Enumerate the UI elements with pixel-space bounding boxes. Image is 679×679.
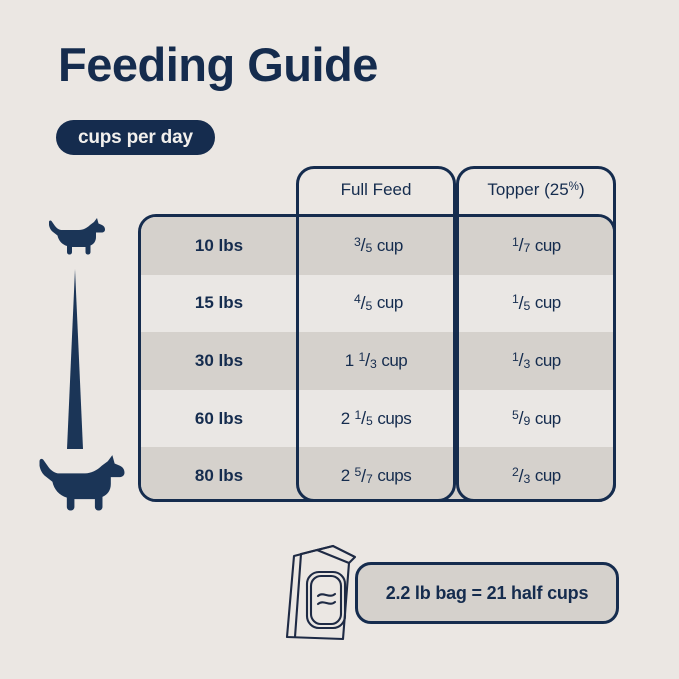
table-row: 30 lbs 1 1/3 cup 1/3 cup	[141, 332, 613, 390]
size-scale-wedge-icon	[62, 269, 90, 449]
small-dog-silhouette-icon	[48, 217, 106, 257]
food-bag-illustration-icon	[277, 538, 373, 642]
cell-topper: 1/3 cup	[511, 350, 561, 371]
badge-label: cups per day	[78, 126, 193, 148]
cell-weight: 10 lbs	[194, 235, 244, 255]
table-row: 60 lbs 2 1/5 cups 5/9 cup	[141, 389, 613, 448]
large-dog-silhouette-icon	[38, 453, 126, 515]
column-header-full-feed-label: Full Feed	[340, 180, 412, 199]
feeding-table: Full Feed Topper (25%) 10 lbs 3/5 cup 1/7…	[138, 166, 616, 502]
cell-full-feed: 2 1/5 cups	[340, 407, 412, 429]
cell-topper: 1/7 cup	[511, 234, 561, 256]
cell-weight: 60 lbs	[194, 408, 244, 428]
cell-full-feed: 3/5 cup	[353, 234, 403, 256]
table-body: 10 lbs 3/5 cup 1/7 cup 15 lbs 4/5 cup 1/5 cu…	[138, 214, 616, 502]
bag-callout-text: 2.2 lb bag = 21 half cups	[385, 582, 589, 603]
dog-size-scale	[36, 215, 136, 515]
cell-topper: 2/3 cup	[511, 465, 561, 486]
bag-callout-pill: 2.2 lb bag = 21 half cups	[355, 562, 619, 624]
cell-topper: 5/9 cup	[511, 407, 561, 429]
cell-topper: 1/5 cup	[511, 292, 561, 314]
page-title: Feeding Guide	[58, 38, 378, 91]
column-header-full-feed: Full Feed	[298, 166, 454, 214]
cell-full-feed: 4/5 cup	[353, 292, 403, 314]
bag-callout: 2.2 lb bag = 21 half cups	[277, 538, 619, 642]
cell-weight: 15 lbs	[194, 293, 244, 313]
cell-weight: 30 lbs	[194, 350, 244, 370]
cups-per-day-badge: cups per day	[56, 120, 215, 155]
table-row: 10 lbs 3/5 cup 1/7 cup	[141, 217, 613, 275]
column-header-topper-label: Topper (25%)	[487, 180, 585, 199]
column-header-topper: Topper (25%)	[458, 166, 614, 214]
cell-weight: 80 lbs	[194, 466, 244, 486]
cell-full-feed: 2 5/7 cups	[340, 465, 412, 486]
table-row: 15 lbs 4/5 cup 1/5 cup	[141, 274, 613, 333]
cell-full-feed: 1 1/3 cup	[344, 350, 408, 371]
table-row: 80 lbs 2 5/7 cups 2/3 cup	[141, 447, 613, 499]
